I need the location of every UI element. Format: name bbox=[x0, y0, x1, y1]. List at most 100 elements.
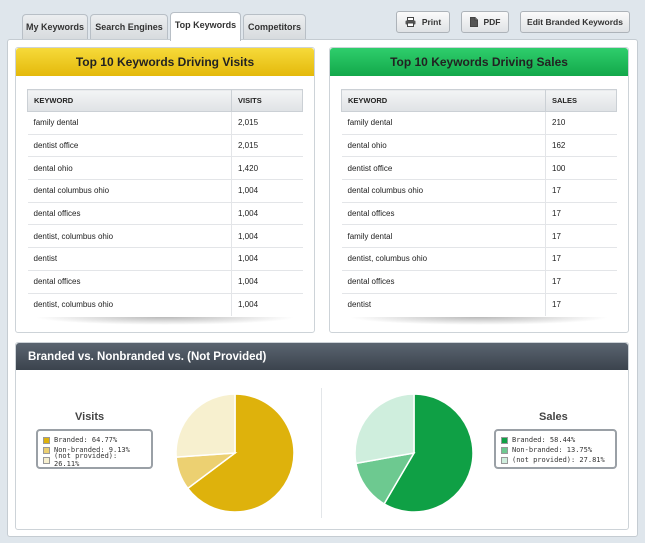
table-shadow bbox=[34, 317, 296, 325]
visits-table: KEYWORD VISITS family dental 2,015 dentis… bbox=[27, 89, 303, 316]
sales-chart-title: Sales bbox=[539, 411, 568, 423]
print-label: Print bbox=[421, 17, 442, 27]
visits-chart-legend: Branded: 64.77% Non-branded: 9.13% (not … bbox=[36, 429, 153, 469]
legend-swatch bbox=[501, 456, 508, 464]
visits-cell: 1,004 bbox=[231, 269, 303, 293]
edit-branded-keywords-label: Edit Branded Keywords bbox=[527, 17, 623, 27]
table-shadow bbox=[348, 317, 610, 325]
keyword-cell: dentist bbox=[341, 292, 546, 316]
keyword-cell: dental columbus ohio bbox=[341, 179, 546, 203]
keyword-cell: family dental bbox=[341, 111, 546, 135]
visits-pie-chart bbox=[175, 393, 295, 513]
legend-entry: (not provided): 26.11% bbox=[43, 452, 146, 468]
legend-label: Non-branded: 9.13% bbox=[54, 446, 130, 454]
sales-chart-legend: Branded: 58.44% Non-branded: 13.75% (not… bbox=[494, 429, 617, 469]
legend-entry: Branded: 58.44% bbox=[501, 435, 610, 445]
sales-cell: 17 bbox=[545, 179, 617, 203]
sales-cell: 17 bbox=[545, 201, 617, 225]
legend-swatch bbox=[43, 456, 50, 464]
keyword-column-header[interactable]: KEYWORD bbox=[341, 89, 546, 112]
document-icon bbox=[469, 17, 478, 27]
visits-panel: Top 10 Keywords Driving Visits KEYWORD V… bbox=[15, 47, 315, 333]
table-row: dental ohio 162 bbox=[341, 133, 617, 157]
pdf-button[interactable]: PDF bbox=[461, 11, 509, 33]
visits-cell: 1,420 bbox=[231, 156, 303, 180]
pie-slice-branded bbox=[383, 393, 474, 513]
sales-cell: 17 bbox=[545, 292, 617, 316]
tab-competitors[interactable]: Competitors bbox=[243, 14, 306, 40]
print-button[interactable]: Print bbox=[396, 11, 450, 33]
tab-top-keywords[interactable]: Top Keywords bbox=[170, 12, 241, 41]
table-row: dental offices 1,004 bbox=[27, 201, 303, 225]
pdf-label: PDF bbox=[483, 17, 501, 27]
table-row: dental columbus ohio 17 bbox=[341, 179, 617, 203]
visits-column-header[interactable]: VISITS bbox=[231, 89, 303, 112]
table-row: dental columbus ohio 1,004 bbox=[27, 179, 303, 203]
keyword-cell: dental offices bbox=[27, 269, 232, 293]
keyword-cell: dentist office bbox=[341, 156, 546, 180]
legend-entry: Branded: 64.77% bbox=[43, 435, 146, 445]
legend-entry: (not provided): 27.81% bbox=[501, 455, 610, 465]
tab-search-engines[interactable]: Search Engines bbox=[90, 14, 168, 40]
visits-panel-title: Top 10 Keywords Driving Visits bbox=[16, 48, 314, 76]
table-row: family dental 2,015 bbox=[27, 111, 303, 135]
keyword-column-header[interactable]: KEYWORD bbox=[27, 89, 232, 112]
sales-column-header[interactable]: SALES bbox=[545, 89, 617, 112]
table-row: family dental 210 bbox=[341, 111, 617, 135]
table-row: dentist 17 bbox=[341, 292, 617, 316]
sales-panel-title: Top 10 Keywords Driving Sales bbox=[330, 48, 628, 76]
visits-cell: 1,004 bbox=[231, 247, 303, 271]
visits-cell: 1,004 bbox=[231, 292, 303, 316]
legend-label: (not provided): 27.81% bbox=[512, 456, 605, 464]
table-row: dental ohio 1,420 bbox=[27, 156, 303, 180]
visits-cell: 1,004 bbox=[231, 201, 303, 225]
visits-cell: 2,015 bbox=[231, 133, 303, 157]
sales-cell: 17 bbox=[545, 269, 617, 293]
legend-swatch bbox=[43, 446, 50, 454]
tab-my-keywords[interactable]: My Keywords bbox=[22, 14, 88, 40]
pie-slice-not-provided bbox=[354, 393, 415, 465]
keyword-cell: dentist, columbus ohio bbox=[341, 247, 546, 271]
sales-cell: 210 bbox=[545, 111, 617, 135]
table-row: dental offices 17 bbox=[341, 201, 617, 225]
legend-entry: Non-branded: 13.75% bbox=[501, 445, 610, 455]
edit-branded-keywords-button[interactable]: Edit Branded Keywords bbox=[520, 11, 630, 33]
legend-swatch bbox=[43, 436, 50, 444]
branded-panel: Branded vs. Nonbranded vs. (Not Provided… bbox=[15, 342, 629, 530]
legend-label: (not provided): 26.11% bbox=[54, 452, 118, 468]
table-row: dentist, columbus ohio 1,004 bbox=[27, 224, 303, 248]
keyword-cell: family dental bbox=[341, 224, 546, 248]
sales-pie-chart bbox=[354, 393, 474, 513]
chart-divider bbox=[321, 388, 322, 518]
pie-slice-branded bbox=[186, 393, 295, 513]
legend-entry: Non-branded: 9.13% bbox=[43, 445, 146, 455]
keyword-cell: dental ohio bbox=[341, 133, 546, 157]
sales-cell: 162 bbox=[545, 133, 617, 157]
legend-label: Non-branded: 13.75% bbox=[512, 446, 593, 454]
keyword-cell: family dental bbox=[27, 111, 232, 135]
sales-cell: 17 bbox=[545, 224, 617, 248]
keyword-cell: dentist bbox=[27, 247, 232, 271]
legend-swatch bbox=[501, 436, 508, 444]
table-row: dentist office 2,015 bbox=[27, 133, 303, 157]
table-row: dental offices 1,004 bbox=[27, 269, 303, 293]
visits-cell: 1,004 bbox=[231, 179, 303, 203]
keyword-cell: dental offices bbox=[341, 201, 546, 225]
keyword-cell: dentist, columbus ohio bbox=[27, 224, 232, 248]
visits-cell: 1,004 bbox=[231, 224, 303, 248]
table-row: dentist, columbus ohio 1,004 bbox=[27, 292, 303, 316]
legend-swatch bbox=[501, 446, 508, 454]
printer-icon bbox=[405, 17, 416, 27]
sales-cell: 100 bbox=[545, 156, 617, 180]
pie-slice-not-provided bbox=[175, 393, 236, 458]
branded-panel-title: Branded vs. Nonbranded vs. (Not Provided… bbox=[16, 343, 628, 370]
sales-table: KEYWORD SALES family dental 210 dental oh… bbox=[341, 89, 617, 316]
keyword-cell: dental columbus ohio bbox=[27, 179, 232, 203]
keyword-cell: dental ohio bbox=[27, 156, 232, 180]
table-row: dentist 1,004 bbox=[27, 247, 303, 271]
keyword-cell: dentist office bbox=[27, 133, 232, 157]
sales-cell: 17 bbox=[545, 247, 617, 271]
table-row: dental offices 17 bbox=[341, 269, 617, 293]
visits-chart-title: Visits bbox=[75, 411, 105, 423]
legend-label: Branded: 58.44% bbox=[512, 436, 576, 444]
